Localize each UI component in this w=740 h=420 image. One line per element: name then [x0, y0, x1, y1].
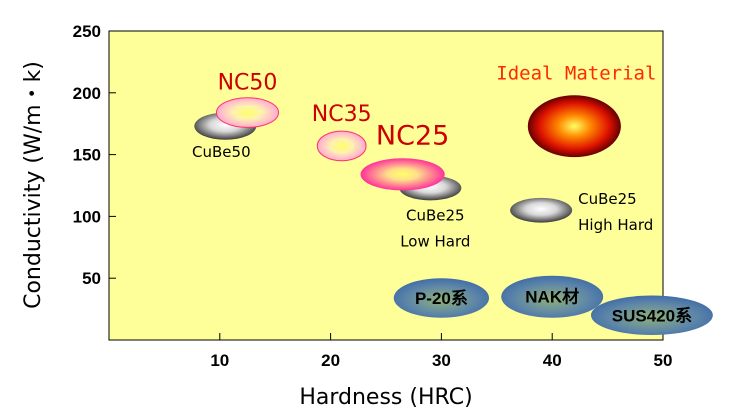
y-tick-label: 50: [82, 269, 101, 288]
x-tick-label: 20: [321, 351, 340, 370]
data-labels: CuBe50 NC50 NC35 CuBe25 Low Hard NC25 CuBe25 Hi…: [192, 62, 692, 325]
point-nc50: [215, 97, 280, 128]
label-ideal: Ideal Material: [496, 62, 656, 84]
label-nc50: NC50: [218, 71, 278, 96]
point-p20: [393, 278, 490, 318]
y-tick-label: 100: [73, 207, 101, 226]
y-tick-label: 200: [73, 84, 101, 103]
label-cube25hh: CuBe25: [578, 190, 637, 208]
x-tick-label: 10: [210, 351, 229, 370]
point-ideal: [527, 95, 621, 158]
label-nak: NAK材: [525, 287, 579, 307]
x-tick-label: 40: [543, 351, 562, 370]
label-cube25lh: Low Hard: [400, 232, 470, 250]
y-tick-label: 250: [73, 22, 101, 41]
x-tick-label: 30: [432, 351, 451, 370]
y-axis-title: Conductivity (W/m・k): [21, 61, 46, 309]
label-cube50: CuBe50: [192, 143, 251, 161]
y-axis-ticks: 50 100 150 200 250: [73, 22, 116, 288]
x-axis-ticks: 10 20 30 40 50: [210, 333, 672, 370]
x-axis-title: Hardness (HRC): [299, 385, 472, 410]
y-tick-label: 150: [73, 146, 101, 165]
point-nc35: [316, 130, 367, 162]
label-cube25lh: CuBe25: [406, 206, 465, 224]
label-nc25: NC25: [376, 120, 449, 151]
point-sus420: [590, 295, 713, 336]
label-cube25hh: High Hard: [578, 216, 653, 234]
label-p20: P-20系: [415, 289, 468, 308]
point-nak: [501, 275, 604, 318]
x-tick-label: 50: [654, 351, 673, 370]
data-marks: [194, 95, 713, 336]
label-nc35: NC35: [312, 102, 372, 127]
point-cube25hh: [510, 197, 573, 223]
point-nc25: [360, 158, 445, 191]
label-sus420: SUS420系: [612, 306, 692, 325]
